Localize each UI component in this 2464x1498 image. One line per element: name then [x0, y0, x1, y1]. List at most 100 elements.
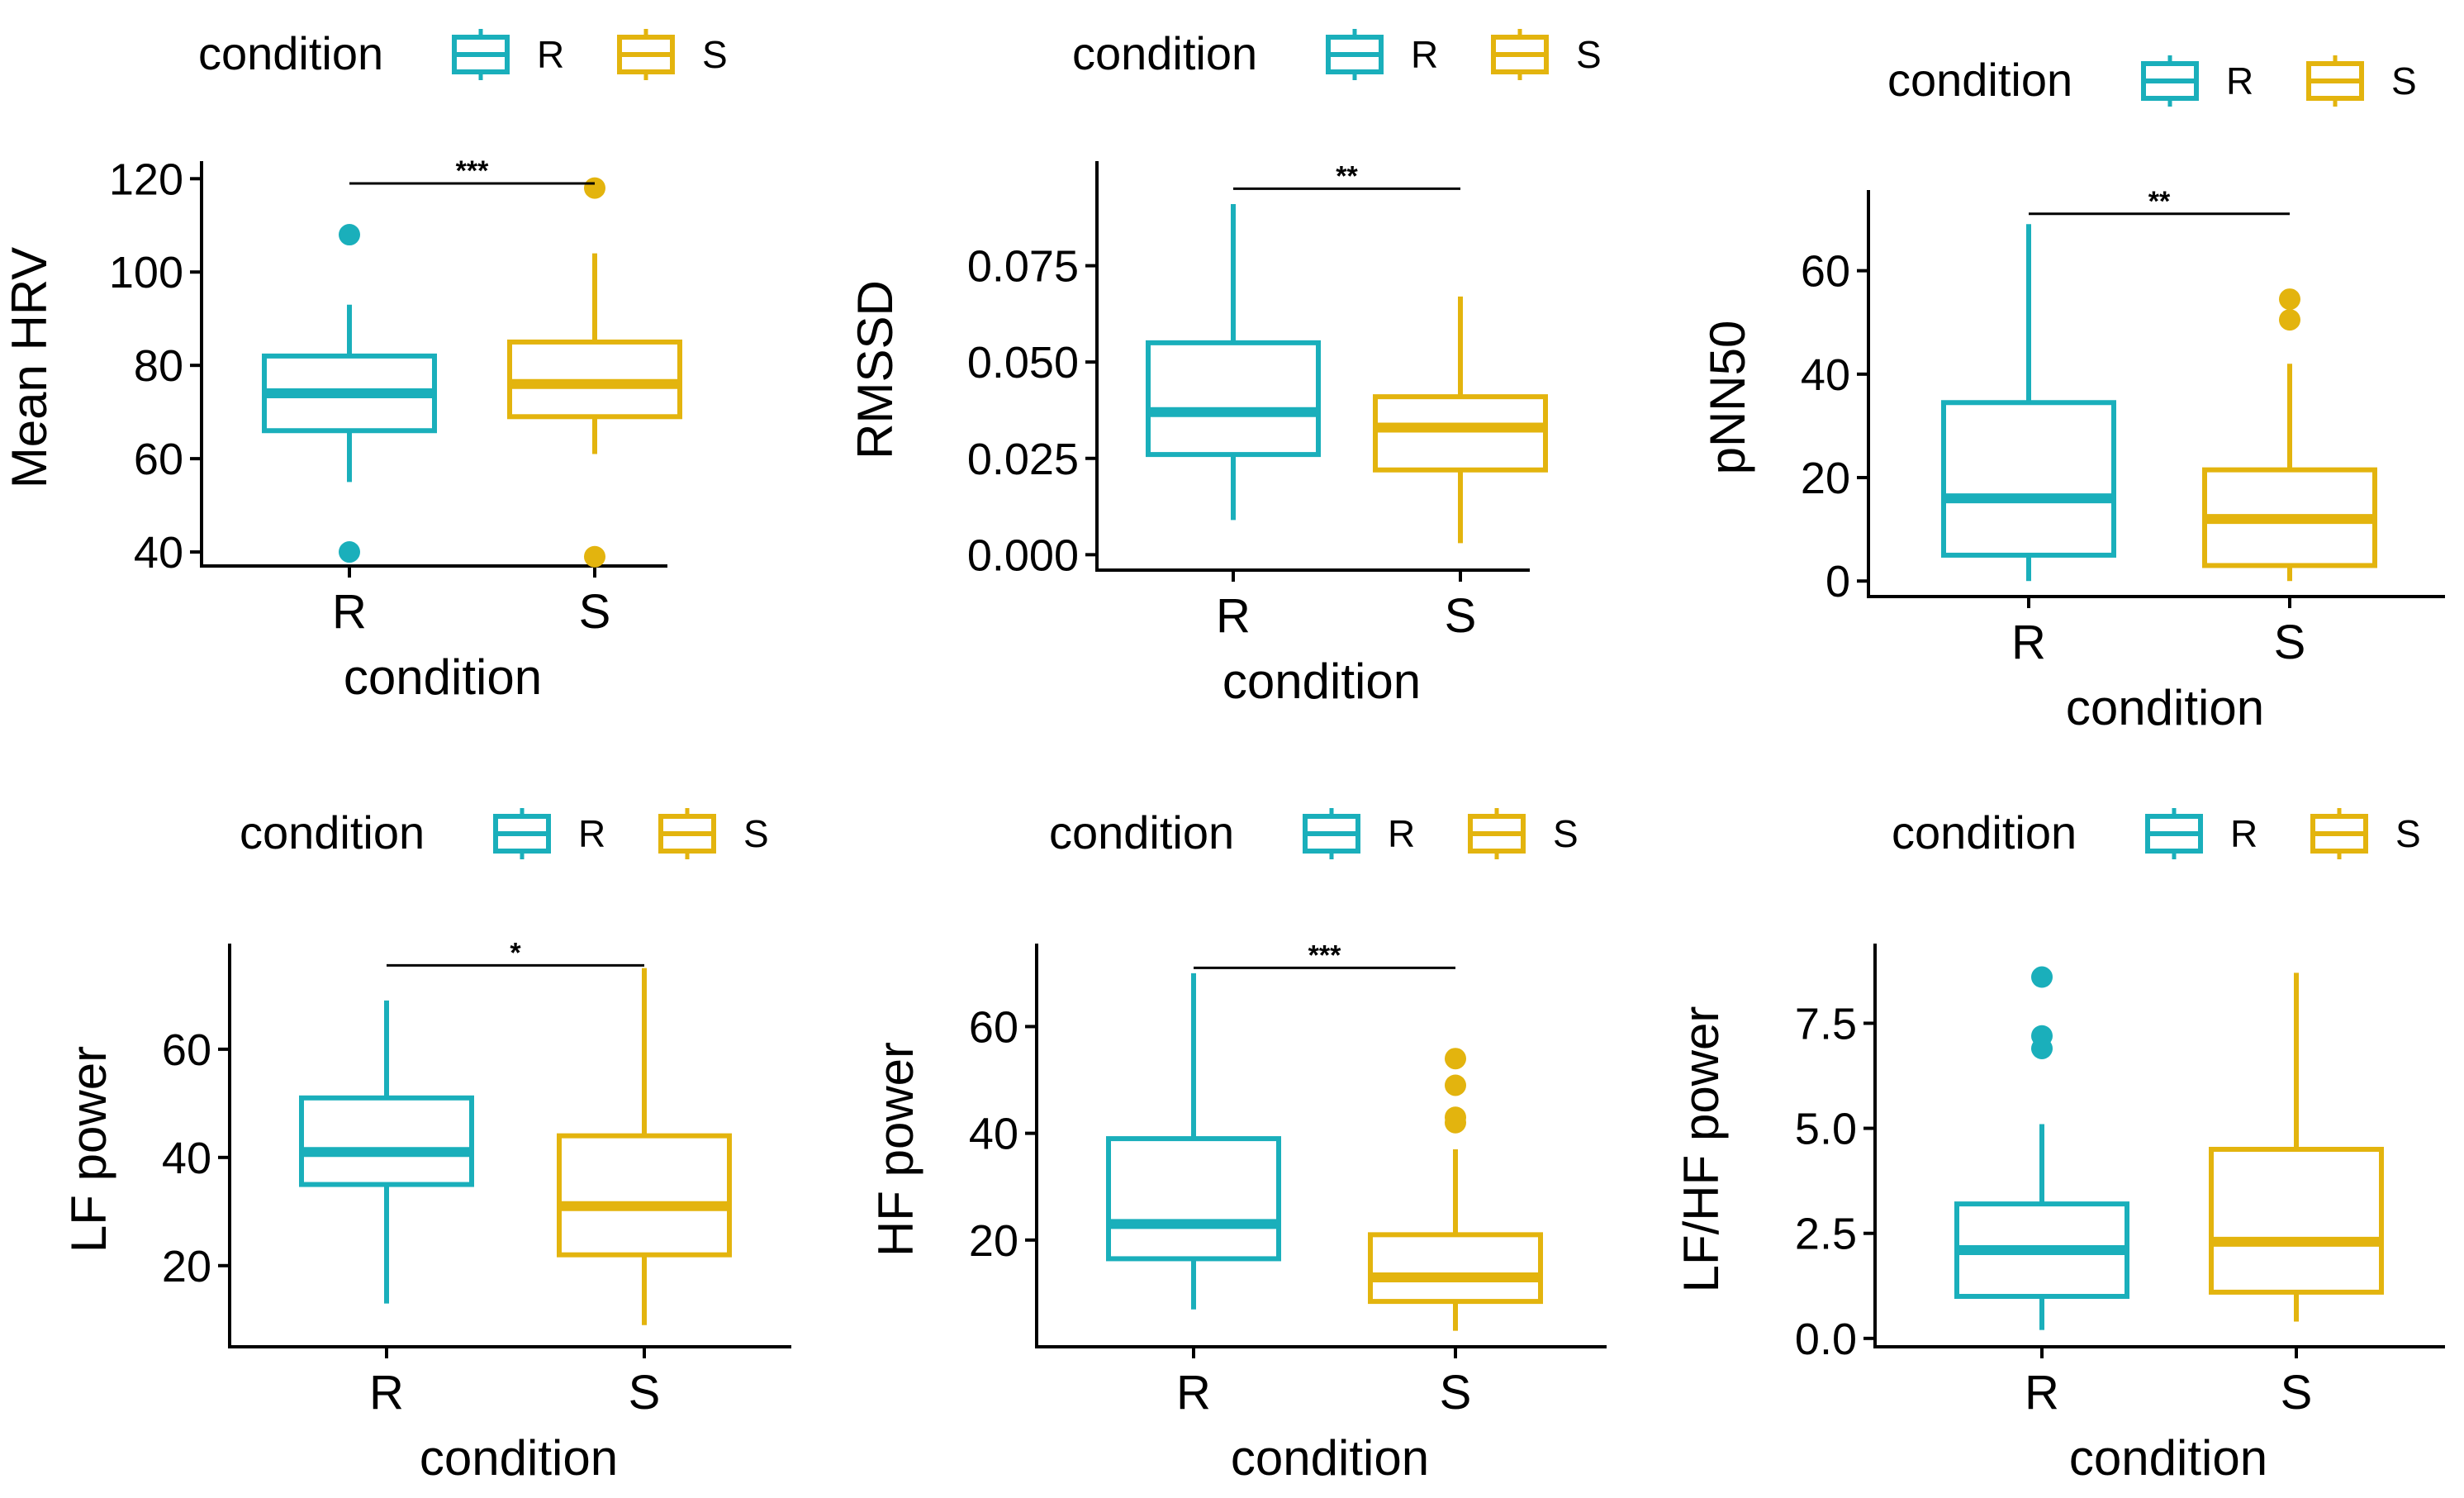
- box-s: [1368, 1048, 1543, 1331]
- significance-label: *: [510, 937, 521, 968]
- legend-title: condition: [1072, 27, 1257, 79]
- outlier-point: [2279, 288, 2300, 311]
- y-tick-label: 5.0: [1795, 1105, 1857, 1154]
- box-iqr: [1146, 340, 1321, 458]
- y-tick-label: 100: [109, 248, 183, 297]
- y-tick-label: 60: [134, 435, 183, 484]
- y-tick-label: 80: [134, 341, 183, 391]
- legend-key-s: S: [617, 29, 728, 80]
- y-axis-title: LF/HF power: [1674, 1006, 1729, 1293]
- legend-title: condition: [1892, 806, 2077, 858]
- legend-label-s: S: [2391, 59, 2417, 102]
- outlier-point: [1445, 1074, 1466, 1096]
- y-tick-label: 20: [162, 1242, 211, 1291]
- x-tick-label-r: R: [1216, 589, 1251, 643]
- outlier-point: [339, 541, 360, 564]
- legend-title: condition: [240, 806, 425, 858]
- legend-title: condition: [198, 27, 383, 79]
- legend-title: condition: [1049, 806, 1234, 858]
- y-tick-label: 0: [1825, 557, 1850, 606]
- x-tick-label-s: S: [2274, 616, 2306, 669]
- y-tick-label: 120: [109, 155, 183, 204]
- legend-key-s: S: [2306, 55, 2417, 107]
- legend-label-r: R: [578, 812, 605, 855]
- legend-key-r: R: [1303, 808, 1415, 859]
- outlier-point: [1445, 1111, 1466, 1134]
- x-axis-title: condition: [2066, 680, 2264, 735]
- box-iqr: [2209, 1147, 2384, 1295]
- significance-label: **: [1336, 160, 1358, 192]
- legend-title: condition: [1887, 54, 2072, 106]
- outlier-point: [2031, 966, 2053, 988]
- y-tick-label: 40: [134, 528, 183, 578]
- legend: condition R S: [1072, 27, 1602, 80]
- legend-key-s: S: [2310, 808, 2421, 859]
- legend-key-r: R: [2141, 55, 2253, 107]
- y-tick-label: 0.0: [1795, 1315, 1857, 1364]
- legend-key-r: R: [2145, 808, 2257, 859]
- panel-rmssd: condition R S 0.000 0.025 0.050 0.075 R Sconditi…: [847, 27, 1602, 709]
- y-tick-label: 60: [1801, 247, 1850, 297]
- box-iqr: [299, 1095, 474, 1187]
- x-tick-label-r: R: [2025, 1366, 2059, 1420]
- x-tick-label-r: R: [1176, 1366, 1211, 1420]
- box-s: [557, 968, 732, 1325]
- legend-key-s: S: [658, 808, 769, 859]
- box-r: [299, 1000, 474, 1304]
- legend: condition R S: [240, 806, 769, 859]
- y-tick-label: 2.5: [1795, 1210, 1857, 1259]
- legend-label-s: S: [2395, 812, 2421, 855]
- y-tick-label: 0.050: [967, 338, 1079, 388]
- legend-label-r: R: [537, 33, 564, 76]
- box-s: [2209, 973, 2384, 1322]
- legend: condition R S: [198, 27, 728, 80]
- x-tick-label-s: S: [579, 585, 611, 639]
- legend: condition R S: [1892, 806, 2421, 859]
- y-tick-label: 0.025: [967, 435, 1079, 484]
- legend-label-r: R: [1411, 33, 1438, 76]
- legend-label-r: R: [1388, 812, 1415, 855]
- box-iqr: [1106, 1136, 1281, 1262]
- x-axis-title: condition: [1231, 1430, 1429, 1486]
- y-tick-label: 20: [1801, 454, 1850, 503]
- legend-label-r: R: [2226, 59, 2253, 102]
- legend: condition R S: [1887, 54, 2417, 107]
- outlier-point: [2031, 1037, 2053, 1059]
- y-axis-title: pNN50: [1700, 321, 1755, 475]
- y-tick-label: 0.000: [967, 530, 1079, 580]
- x-tick-label-r: R: [2011, 616, 2046, 669]
- x-axis-title: condition: [344, 649, 542, 705]
- significance-label: ***: [456, 155, 489, 187]
- y-tick-label: 20: [969, 1216, 1018, 1266]
- box-s: [507, 177, 682, 568]
- legend-label-s: S: [1576, 33, 1602, 76]
- y-tick-label: 7.5: [1795, 999, 1857, 1049]
- legend-key-r: R: [1326, 29, 1438, 80]
- box-r: [1954, 966, 2129, 1330]
- y-axis-title: LF power: [61, 1046, 116, 1253]
- box-r: [1146, 203, 1321, 521]
- y-tick-label: 60: [969, 1002, 1018, 1052]
- box-r: [262, 224, 437, 564]
- y-tick-label: 0.075: [967, 242, 1079, 292]
- x-tick-label-r: R: [369, 1366, 404, 1420]
- x-tick-label-s: S: [1445, 589, 1477, 643]
- y-tick-label: 40: [969, 1110, 1018, 1159]
- outlier-point: [2279, 309, 2300, 331]
- box-iqr: [1373, 394, 1548, 473]
- y-tick-label: 60: [162, 1025, 211, 1075]
- box-iqr: [1368, 1232, 1543, 1305]
- box-iqr: [557, 1133, 732, 1258]
- box-iqr: [1941, 400, 2116, 558]
- box-s: [1373, 296, 1548, 544]
- legend-key-s: S: [1468, 808, 1579, 859]
- legend-label-s: S: [743, 812, 769, 855]
- y-axis-title: HF power: [868, 1042, 923, 1257]
- x-tick-label-s: S: [629, 1366, 661, 1420]
- y-axis-title: RMSSD: [847, 280, 903, 459]
- legend-key-s: S: [1491, 29, 1602, 80]
- y-axis-title: Mean HRV: [2, 247, 57, 488]
